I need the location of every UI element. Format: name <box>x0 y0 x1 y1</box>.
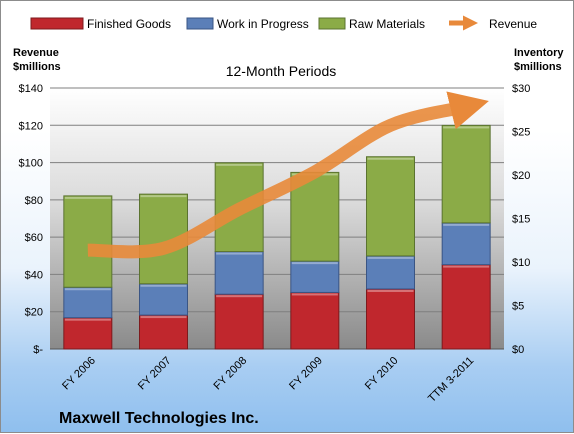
bar-highlight <box>216 163 263 166</box>
bar-highlight <box>367 256 414 259</box>
bar-highlight <box>64 196 111 199</box>
right-tick-label: $20 <box>512 170 530 182</box>
bar-work-in-progress <box>214 251 264 295</box>
right-tick-label: $10 <box>512 257 530 269</box>
bar-finished-goods <box>139 314 188 350</box>
revenue-line-layer <box>87 91 489 259</box>
left-tick-label: $80 <box>25 195 43 207</box>
bar-finished-goods <box>63 317 113 350</box>
right-axis-title-line1: Inventory <box>514 47 564 59</box>
bar-finished-goods <box>441 264 491 350</box>
right-tick-label: $5 <box>512 301 524 313</box>
plot-area <box>50 88 504 349</box>
plot-title: 12-Month Periods <box>226 63 337 79</box>
left-tick-label: $20 <box>25 307 43 319</box>
bar-highlight <box>443 265 490 268</box>
left-tick-label: $140 <box>19 83 43 95</box>
right-tick-label: $25 <box>512 127 530 139</box>
bar-finished-goods <box>214 293 264 350</box>
left-tick-label: $100 <box>19 158 43 170</box>
category-tick-label: FY 2009 <box>287 355 325 393</box>
bar-highlight <box>216 295 263 298</box>
bar-raw-materials <box>366 156 415 257</box>
left-axis-title-line1: Revenue <box>13 47 59 59</box>
legend-label-revenue: Revenue <box>489 17 537 31</box>
bar-work-in-progress <box>63 286 113 319</box>
bar-highlight <box>443 126 490 129</box>
bar-highlight <box>140 284 187 287</box>
revenue-line <box>87 91 489 259</box>
left-axis-title-line2: $millions <box>13 61 61 73</box>
right-axis-title-line2: $millions <box>514 61 562 73</box>
bar-highlight <box>291 293 338 296</box>
bar-raw-materials <box>63 195 113 288</box>
category-tick-label: TTM 3-2011 <box>426 355 476 405</box>
company-name: Maxwell Technologies Inc. <box>59 410 259 427</box>
legend-swatch-raw-materials <box>318 17 346 30</box>
right-tick-label: $0 <box>512 344 524 356</box>
bar-highlight <box>140 195 187 198</box>
legend: Finished Goods Work in Progress Raw Mate… <box>30 15 537 31</box>
left-tick-label: $120 <box>19 120 43 132</box>
category-tick-label: FY 2008 <box>212 355 250 393</box>
legend-swatch-finished-goods <box>30 17 84 30</box>
bar-finished-goods <box>290 291 340 350</box>
bar-highlight <box>140 316 187 319</box>
category-tick-label: FY 2007 <box>136 355 174 393</box>
bar-raw-materials <box>441 124 491 224</box>
bar-highlight <box>291 262 338 265</box>
bar-highlight <box>367 157 414 160</box>
bar-work-in-progress <box>441 222 491 266</box>
left-tick-label: $40 <box>25 269 43 281</box>
left-tick-label: $60 <box>25 232 43 244</box>
bar-highlight <box>367 289 414 292</box>
left-tick-label: $- <box>33 344 43 356</box>
bar-highlight <box>443 223 490 226</box>
bar-highlight <box>216 252 263 255</box>
category-tick-label: FY 2006 <box>60 355 98 393</box>
right-tick-label: $30 <box>512 83 530 95</box>
category-tick-label: FY 2010 <box>363 355 401 393</box>
bars <box>63 124 491 350</box>
legend-label-work-in-progress: Work in Progress <box>217 17 309 31</box>
legend-label-finished-goods: Finished Goods <box>87 17 171 31</box>
bar-highlight <box>64 318 111 321</box>
gridlines <box>50 87 504 350</box>
bar-work-in-progress <box>366 255 415 290</box>
bar-work-in-progress <box>139 283 188 316</box>
bar-work-in-progress <box>290 260 340 293</box>
bar-finished-goods <box>366 288 415 350</box>
legend-label-raw-materials: Raw Materials <box>349 17 425 31</box>
bar-highlight <box>64 288 111 291</box>
right-tick-label: $15 <box>512 214 530 226</box>
legend-swatch-work-in-progress <box>186 17 214 30</box>
